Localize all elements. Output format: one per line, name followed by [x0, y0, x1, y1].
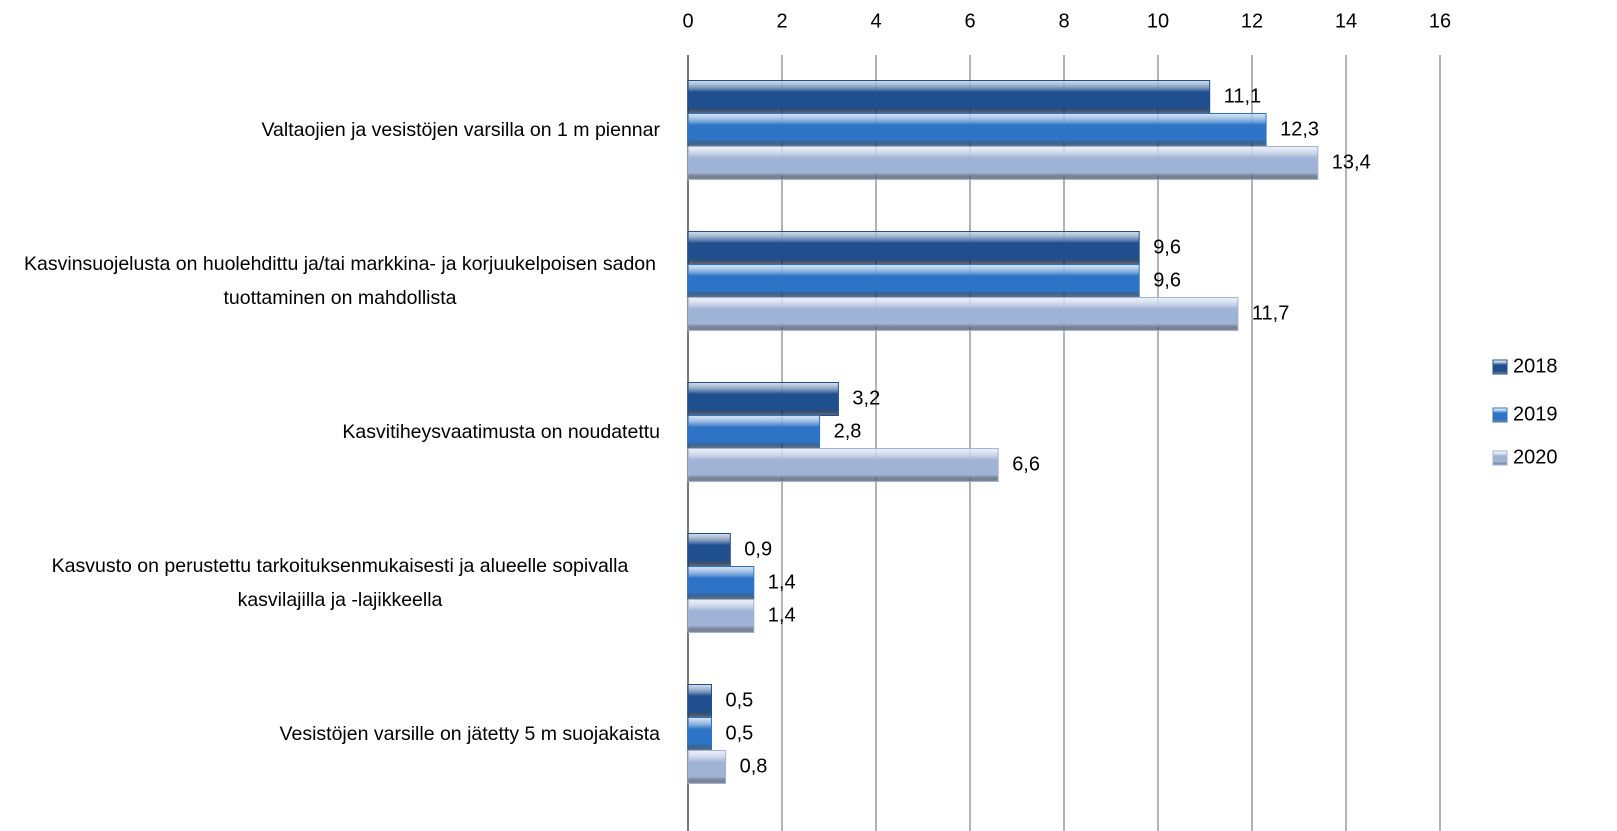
- category-label: Kasvitiheysvaatimusta on noudatettu: [342, 415, 660, 449]
- legend-swatch: [1492, 359, 1508, 375]
- value-label: 11,1: [1224, 85, 1261, 107]
- category-label: Kasvusto on perustettu tarkoituksenmukai…: [20, 549, 660, 617]
- category-text: Kasvinsuojelusta on huolehdittu ja/tai m…: [24, 253, 656, 309]
- x-tick-label: 8: [1058, 10, 1069, 32]
- bar: [687, 566, 755, 600]
- bar: [687, 231, 1140, 265]
- value-label: 9,6: [1153, 269, 1181, 291]
- bar: [687, 80, 1211, 114]
- bar: [687, 146, 1319, 180]
- legend-swatch: [1492, 407, 1508, 423]
- category-label: Vesistöjen varsille on jätetty 5 m suoja…: [280, 717, 660, 751]
- x-tick-label: 4: [870, 10, 881, 32]
- category-text: Vesistöjen varsille on jätetty 5 m suoja…: [279, 723, 660, 745]
- value-label: 9,6: [1153, 236, 1181, 258]
- x-tick-label: 10: [1147, 10, 1169, 32]
- bar: [687, 448, 999, 482]
- value-label: 1,4: [768, 604, 796, 626]
- bar: [687, 113, 1267, 147]
- x-tick-label: 12: [1241, 10, 1263, 32]
- value-label: 6,6: [1012, 453, 1040, 475]
- bar: [687, 599, 755, 633]
- value-label: 0,9: [744, 538, 772, 560]
- value-label: 12,3: [1280, 118, 1319, 140]
- bar: [687, 297, 1239, 331]
- category-text: Kasvitiheysvaatimusta on noudatettu: [342, 421, 660, 443]
- bar: [687, 382, 839, 416]
- value-label: 13,4: [1332, 151, 1371, 173]
- x-tick-label: 2: [776, 10, 787, 32]
- value-label: 2,8: [834, 420, 862, 442]
- value-label: 0,5: [726, 689, 754, 711]
- x-tick-label: 14: [1335, 10, 1357, 32]
- value-label: 11,7: [1252, 302, 1289, 324]
- x-tick-label: 16: [1429, 10, 1451, 32]
- bar: [687, 264, 1140, 298]
- value-label: 0,5: [726, 722, 754, 744]
- x-tick-label: 0: [682, 10, 693, 32]
- legend-label: 2020: [1513, 446, 1558, 468]
- value-label: 3,2: [852, 387, 880, 409]
- value-label: 1,4: [768, 571, 796, 593]
- legend-label: 2019: [1513, 403, 1558, 425]
- bar: [687, 717, 712, 751]
- bar: [687, 415, 821, 449]
- legend-label: 2018: [1513, 355, 1558, 377]
- bar: [687, 533, 731, 567]
- value-label: 0,8: [740, 755, 768, 777]
- legend-swatch: [1492, 450, 1508, 466]
- category-text: Valtaojien ja vesistöjen varsilla on 1 m…: [261, 119, 660, 141]
- category-label: Kasvinsuojelusta on huolehdittu ja/tai m…: [20, 247, 660, 315]
- x-tick-label: 6: [964, 10, 975, 32]
- category-text: Kasvusto on perustettu tarkoituksenmukai…: [51, 555, 629, 611]
- bar: [687, 684, 712, 718]
- category-label: Valtaojien ja vesistöjen varsilla on 1 m…: [261, 113, 660, 147]
- bar: [687, 750, 727, 784]
